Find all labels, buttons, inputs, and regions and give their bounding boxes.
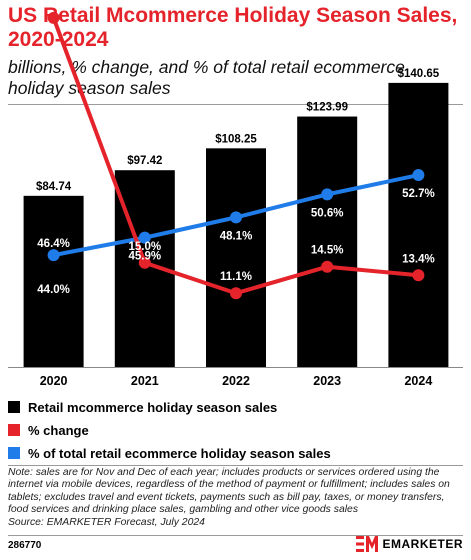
chart-title: US Retail Mcommerce Holiday Season Sales… xyxy=(8,4,458,51)
bar-2023 xyxy=(297,116,358,368)
footnote: Note: sales are for Nov and Dec of each … xyxy=(8,467,466,529)
legend-item-share: % of total retail ecommerce holiday seas… xyxy=(8,443,463,463)
share-point-2020 xyxy=(47,249,60,262)
x-tick-2023: 2023 xyxy=(313,374,341,388)
bar-label-2022: $108.25 xyxy=(215,133,257,145)
legend-item-change: % change xyxy=(8,420,463,440)
bar-label-2024: $140.65 xyxy=(398,68,440,80)
footer-divider xyxy=(8,535,463,536)
legend-swatch-change xyxy=(8,424,20,436)
change-label-2023: 14.5% xyxy=(311,245,344,257)
legend-label-share: % of total retail ecommerce holiday seas… xyxy=(28,445,331,461)
x-tick-2020: 2020 xyxy=(40,374,68,388)
legend-item-sales: Retail mcommerce holiday season sales xyxy=(8,397,463,417)
change-point-2023 xyxy=(321,260,334,273)
share-point-2024 xyxy=(412,169,425,182)
bar-2022 xyxy=(206,148,266,367)
chart-id: 286770 xyxy=(8,540,42,551)
x-tick-2024: 2024 xyxy=(404,374,432,388)
change-point-2024 xyxy=(412,269,425,282)
bar-label-2020: $84.74 xyxy=(36,181,72,193)
legend-label-sales: Retail mcommerce holiday season sales xyxy=(28,399,278,415)
top-divider xyxy=(8,104,463,105)
x-tick-2022: 2022 xyxy=(222,374,250,388)
share-label-2021: 45.9% xyxy=(128,251,161,263)
note-text: Note: sales are for Nov and Dec of each … xyxy=(8,467,450,516)
combo-chart: $84.74 $97.42 $108.25 $123.99 $140.65 2020 202… xyxy=(8,11,463,388)
share-label-2024: 52.7% xyxy=(402,188,435,200)
bar-label-2021: $97.42 xyxy=(127,155,162,167)
source-text: Source: EMARKETER Forecast, July 2024 xyxy=(8,516,205,528)
change-point-2020 xyxy=(47,11,60,24)
brand: EMARKETER xyxy=(356,536,463,552)
legend-swatch-share xyxy=(8,447,20,459)
share-point-2022 xyxy=(230,211,242,224)
brand-name: EMARKETER xyxy=(382,537,463,551)
share-label-2023: 50.6% xyxy=(311,207,344,219)
change-point-2022 xyxy=(230,287,242,300)
legend-label-change: % change xyxy=(28,422,89,438)
bar-label-2023: $123.99 xyxy=(306,102,348,114)
share-label-2022: 48.1% xyxy=(220,230,253,242)
share-label-2020: 44.0% xyxy=(37,284,70,296)
change-label-2024: 13.4% xyxy=(402,253,435,265)
note-divider xyxy=(8,465,463,466)
change-label-2021: 15.0% xyxy=(128,241,161,253)
share-point-2023 xyxy=(321,188,334,201)
change-point-2021 xyxy=(138,256,151,269)
chart-subtitle: billions, % change, and % of total retai… xyxy=(8,57,405,98)
x-tick-2021: 2021 xyxy=(131,374,159,388)
share-point-2021 xyxy=(138,231,151,244)
em-logo-icon xyxy=(356,536,379,552)
change-label-2020: 46.4% xyxy=(37,238,70,250)
change-label-2022: 11.1% xyxy=(220,271,252,283)
legend-swatch-sales xyxy=(8,401,20,413)
chart-legend: Retail mcommerce holiday season sales % … xyxy=(8,397,463,466)
bar-2024 xyxy=(388,82,449,368)
bar-2020 xyxy=(23,195,84,367)
